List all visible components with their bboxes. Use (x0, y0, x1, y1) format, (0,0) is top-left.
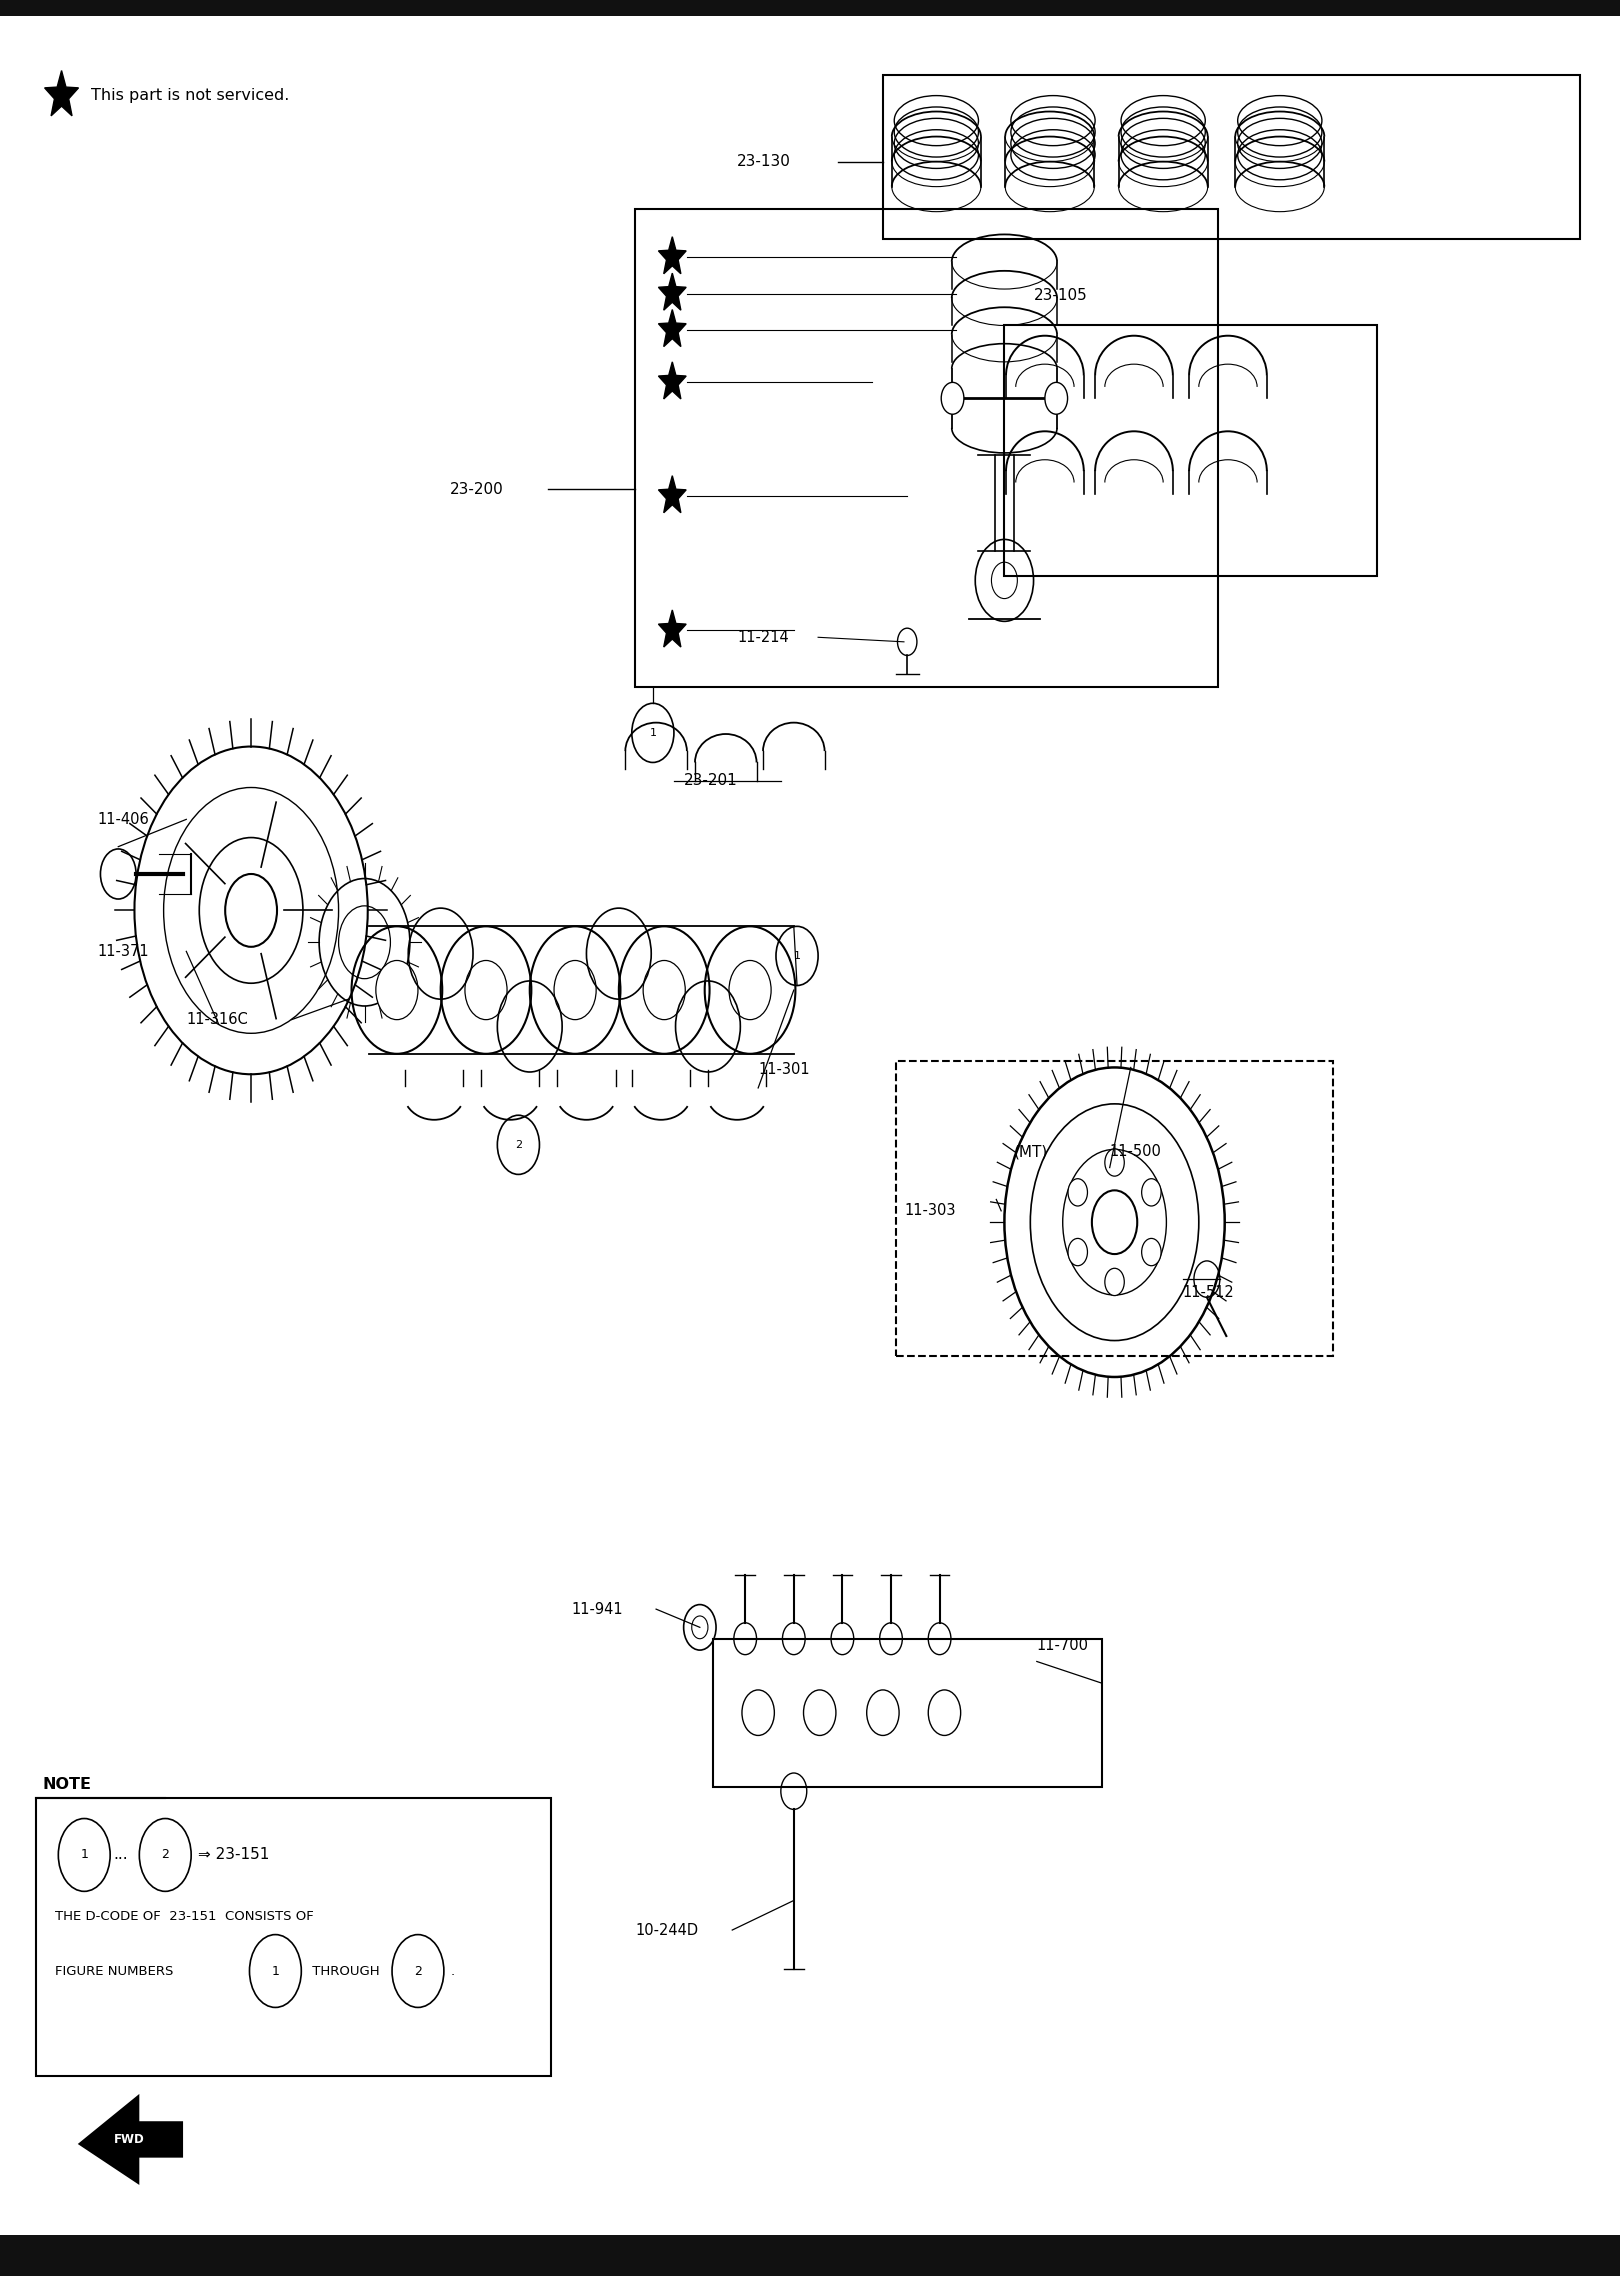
Text: ⇒ 23-151: ⇒ 23-151 (198, 1848, 269, 1862)
Circle shape (1105, 1268, 1124, 1295)
Circle shape (376, 960, 418, 1020)
Circle shape (941, 382, 964, 414)
Circle shape (1068, 1179, 1087, 1206)
Circle shape (1045, 382, 1068, 414)
Text: 1: 1 (272, 1964, 279, 1978)
Text: .: . (450, 1964, 455, 1978)
Text: FWD: FWD (113, 2133, 144, 2146)
Text: 2: 2 (162, 1848, 168, 1862)
Polygon shape (658, 476, 687, 512)
Bar (713, 1639, 1102, 1787)
Text: 11-406: 11-406 (97, 813, 149, 826)
Circle shape (1105, 1149, 1124, 1177)
Text: This part is not serviced.: This part is not serviced. (91, 89, 288, 102)
Circle shape (1142, 1179, 1162, 1206)
Text: 1: 1 (794, 951, 800, 960)
Bar (0, 0, 1620, 16)
Text: 2: 2 (415, 1964, 421, 1978)
Bar (36, 1798, 551, 2076)
Circle shape (1142, 1238, 1162, 1265)
Circle shape (554, 960, 596, 1020)
Text: 2: 2 (515, 1140, 522, 1149)
Polygon shape (658, 310, 687, 346)
Bar (635, 209, 1218, 687)
Text: 1: 1 (81, 1848, 87, 1862)
Text: 23-200: 23-200 (450, 483, 504, 496)
Circle shape (729, 960, 771, 1020)
Text: 11-316C: 11-316C (186, 1013, 248, 1026)
Polygon shape (658, 237, 687, 273)
Text: 11-500: 11-500 (1110, 1145, 1162, 1158)
Polygon shape (658, 610, 687, 646)
Text: 23-201: 23-201 (684, 774, 737, 787)
Text: 11-214: 11-214 (737, 630, 789, 644)
Text: 11-941: 11-941 (572, 1602, 624, 1616)
Bar (883, 75, 1580, 239)
Text: THE D-CODE OF  23-151  CONSISTS OF: THE D-CODE OF 23-151 CONSISTS OF (55, 1910, 314, 1923)
Circle shape (465, 960, 507, 1020)
Text: (MT): (MT) (1014, 1145, 1048, 1158)
Text: 11-512: 11-512 (1183, 1286, 1234, 1300)
Text: THROUGH: THROUGH (308, 1964, 384, 1978)
Text: 11-303: 11-303 (904, 1204, 956, 1218)
Polygon shape (658, 362, 687, 398)
Text: 11-371: 11-371 (97, 945, 149, 958)
Text: 23-105: 23-105 (1034, 289, 1087, 303)
Polygon shape (45, 71, 78, 116)
Text: 23-130: 23-130 (737, 155, 791, 168)
Polygon shape (658, 273, 687, 310)
Bar (0, 2235, 1620, 2276)
Text: 10-244D: 10-244D (635, 1923, 698, 1937)
Circle shape (643, 960, 685, 1020)
Circle shape (225, 874, 277, 947)
Text: FIGURE NUMBERS: FIGURE NUMBERS (55, 1964, 178, 1978)
Circle shape (1068, 1238, 1087, 1265)
Text: 1: 1 (650, 728, 656, 737)
Text: ...: ... (113, 1848, 128, 1862)
Text: NOTE: NOTE (42, 1778, 91, 1791)
Bar (1004, 325, 1377, 576)
Polygon shape (78, 2094, 183, 2185)
Bar (896, 1061, 1333, 1356)
Text: 11-301: 11-301 (758, 1063, 810, 1077)
Text: 11-700: 11-700 (1037, 1639, 1089, 1652)
